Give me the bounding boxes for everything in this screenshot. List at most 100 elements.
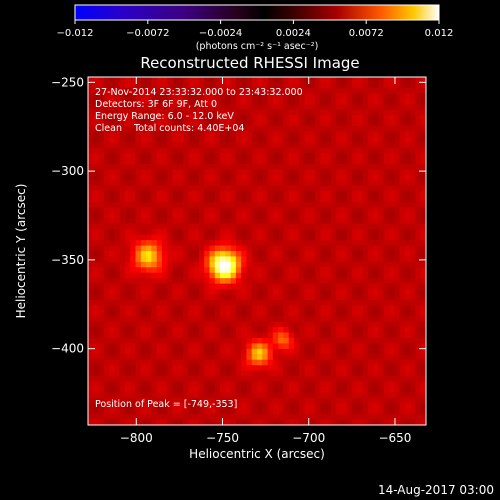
heatmap-cell xyxy=(209,316,216,323)
heatmap-cell xyxy=(119,283,126,290)
heatmap-cell xyxy=(352,354,358,361)
heatmap-cell xyxy=(230,202,237,209)
heatmap-cell xyxy=(378,234,385,241)
heatmap-cell xyxy=(420,376,426,383)
heatmap-cell xyxy=(209,147,216,154)
heatmap-cell xyxy=(262,196,269,203)
heatmap-cell xyxy=(257,289,263,296)
heatmap-cell xyxy=(198,261,205,268)
heatmap-cell xyxy=(267,392,274,399)
heatmap-cell xyxy=(362,196,369,203)
heatmap-cell xyxy=(114,376,121,383)
heatmap-cell xyxy=(172,327,179,334)
heatmap-cell xyxy=(98,207,105,214)
heatmap-cell xyxy=(272,158,279,165)
heatmap-cell xyxy=(304,131,311,138)
heatmap-cell xyxy=(410,185,417,192)
heatmap-cell xyxy=(214,338,221,345)
heatmap-cell xyxy=(214,196,221,203)
heatmap-cell xyxy=(330,240,337,247)
heatmap-cell xyxy=(336,414,343,421)
heatmap-cell xyxy=(325,397,332,404)
heatmap-cell xyxy=(346,109,353,116)
heatmap-cell xyxy=(109,348,116,355)
heatmap-cell xyxy=(367,316,374,323)
heatmap-cell xyxy=(394,338,401,345)
heatmap-cell xyxy=(378,174,385,181)
heatmap-cell xyxy=(394,207,401,214)
heatmap-cell xyxy=(114,332,121,339)
heatmap-cell xyxy=(93,207,100,214)
heatmap-cell xyxy=(278,191,285,198)
heatmap-cell xyxy=(293,158,300,165)
heatmap-cell xyxy=(304,104,311,111)
heatmap-cell xyxy=(278,82,285,89)
heatmap-cell xyxy=(283,229,290,236)
heatmap-cell xyxy=(109,223,116,230)
heatmap-cell xyxy=(336,115,343,122)
heatmap-cell xyxy=(188,240,195,247)
heatmap-cell xyxy=(146,202,152,209)
heatmap-cell xyxy=(404,321,411,328)
heatmap-cell xyxy=(283,294,290,301)
heatmap-cell xyxy=(299,120,306,127)
heatmap-cell xyxy=(330,109,337,116)
heatmap-cell xyxy=(214,365,221,372)
heatmap-cell xyxy=(346,169,353,176)
heatmap-cell xyxy=(88,104,94,111)
heatmap-cell xyxy=(341,207,348,214)
heatmap-cell xyxy=(404,403,411,410)
heatmap-cell xyxy=(167,142,174,149)
heatmap-cell xyxy=(336,283,343,290)
heatmap-cell xyxy=(288,299,295,306)
heatmap-cell xyxy=(214,272,221,279)
heatmap-cell xyxy=(410,202,417,209)
heatmap-cell xyxy=(325,283,332,290)
heatmap-cell xyxy=(98,354,105,361)
heatmap-cell xyxy=(177,386,184,393)
heatmap-cell xyxy=(114,403,121,410)
heatmap-cell xyxy=(146,158,152,165)
heatmap-cell xyxy=(177,251,184,258)
heatmap-cell xyxy=(225,229,232,236)
heatmap-cell xyxy=(88,408,94,415)
heatmap-cell xyxy=(320,207,327,214)
heatmap-cell xyxy=(420,164,426,171)
heatmap-cell xyxy=(241,272,248,279)
heatmap-cell xyxy=(383,419,390,425)
heatmap-cell xyxy=(93,202,100,209)
heatmap-cell xyxy=(114,115,121,122)
heatmap-cell xyxy=(188,98,195,105)
heatmap-cell xyxy=(346,403,353,410)
heatmap-cell xyxy=(267,343,274,350)
heatmap-cell xyxy=(220,376,226,383)
heatmap-cell xyxy=(357,408,364,415)
heatmap-cell xyxy=(293,316,300,323)
heatmap-cell xyxy=(188,354,195,361)
heatmap-cell xyxy=(299,174,306,181)
heatmap-cell xyxy=(389,419,395,425)
heatmap-cell xyxy=(336,316,343,323)
heatmap-cell xyxy=(257,115,263,122)
heatmap-cell xyxy=(98,365,105,372)
heatmap-cell xyxy=(114,98,121,105)
heatmap-cell xyxy=(309,299,316,306)
heatmap-cell xyxy=(214,283,221,290)
heatmap-cell xyxy=(415,196,422,203)
heatmap-cell xyxy=(389,283,395,290)
heatmap-cell xyxy=(357,240,364,247)
heatmap-cell xyxy=(114,381,121,388)
heatmap-cell xyxy=(373,370,380,377)
heatmap-cell xyxy=(420,142,426,149)
heatmap-cell xyxy=(230,381,237,388)
heatmap-cell xyxy=(119,332,126,339)
heatmap-cell xyxy=(341,109,348,116)
heatmap-cell xyxy=(378,164,385,171)
heatmap-cell xyxy=(293,109,300,116)
heatmap-cell xyxy=(146,278,152,285)
heatmap-cell xyxy=(251,115,258,122)
heatmap-cell xyxy=(315,267,321,274)
heatmap-cell xyxy=(399,164,406,171)
heatmap-cell xyxy=(357,142,364,149)
heatmap-cell xyxy=(373,419,380,425)
